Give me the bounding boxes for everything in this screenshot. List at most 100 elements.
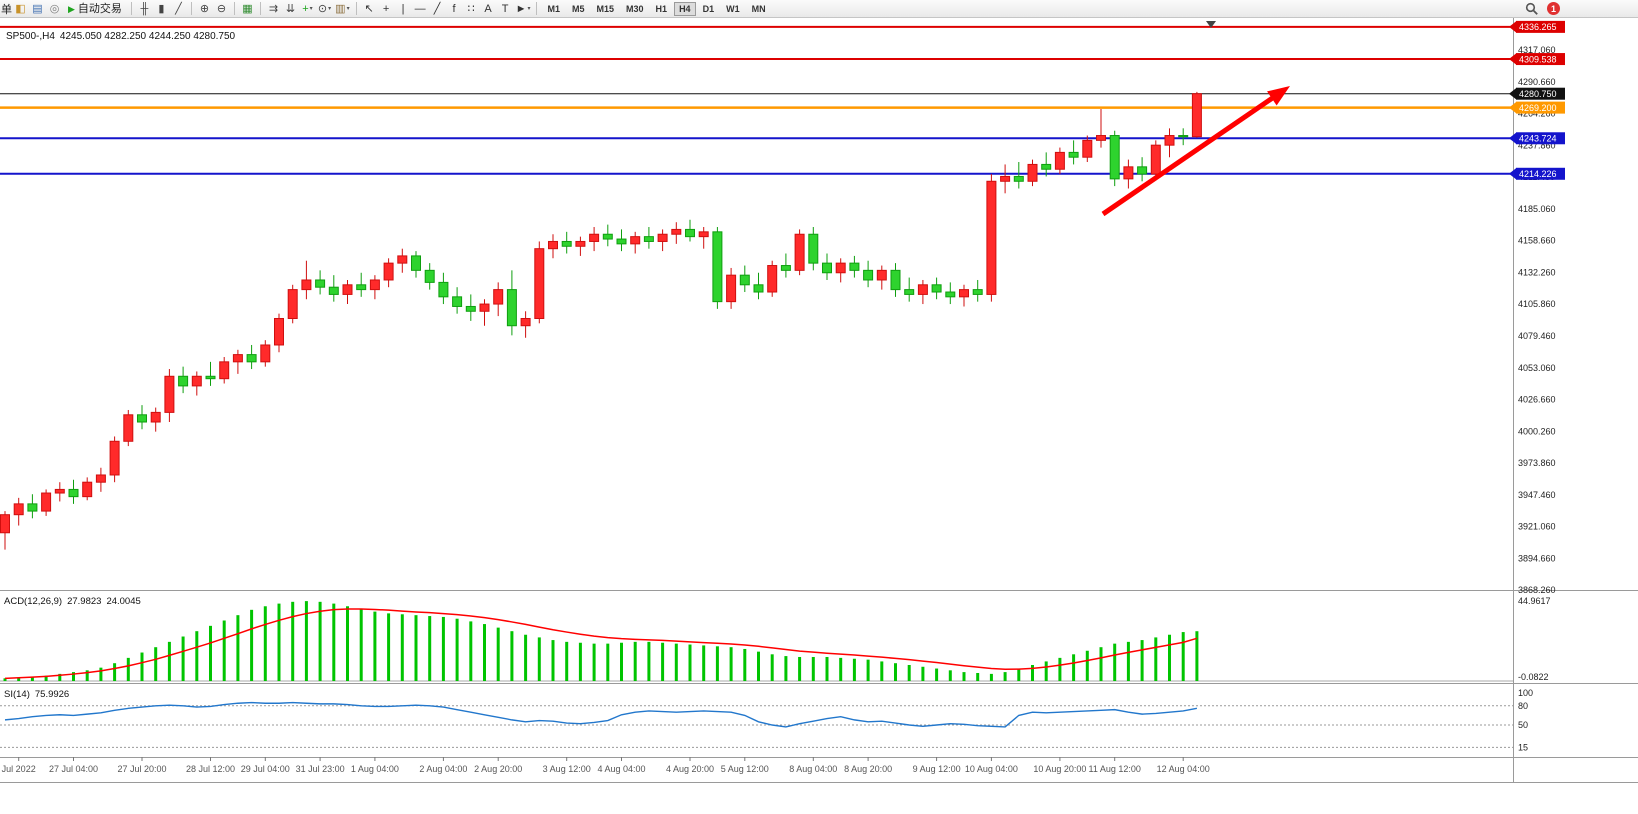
timeframe-MN[interactable]: MN — [747, 2, 771, 16]
candle — [41, 492, 52, 512]
candle — [54, 488, 65, 494]
candle — [191, 375, 202, 387]
candle — [13, 503, 24, 516]
macd-bar — [935, 668, 939, 681]
notification-badge[interactable]: 1 — [1547, 2, 1560, 15]
candle — [506, 289, 517, 327]
toolbar-separator — [259, 2, 261, 15]
candle — [1123, 166, 1134, 180]
text-label-icon[interactable]: T — [497, 1, 514, 17]
timeframe-M30[interactable]: M30 — [621, 2, 649, 16]
candle — [753, 284, 764, 293]
fibonacci-icon[interactable]: f — [446, 1, 463, 17]
price-axis-label: 3973.860 — [1518, 458, 1556, 468]
indicators-icon[interactable]: ⇉ — [265, 1, 282, 17]
data-window-icon[interactable]: ▤ — [29, 1, 46, 17]
zoom-in-icon[interactable]: ⊕ — [196, 1, 213, 17]
text-icon[interactable]: A — [480, 1, 497, 17]
new-order-button[interactable]: 单 — [1, 3, 12, 16]
bar-chart-icon[interactable]: ╫ — [136, 1, 153, 17]
macd-bar — [894, 663, 897, 681]
macd-bar — [976, 672, 980, 681]
time-axis-label: 10 Aug 20:00 — [1033, 764, 1086, 774]
navigator-icon[interactable]: ◎ — [46, 1, 63, 17]
price-axis-label: 3921.060 — [1518, 522, 1556, 532]
candle — [1137, 166, 1148, 175]
cursor-icon[interactable]: ↖ — [361, 1, 378, 17]
price-line-badge-value: 4214.226 — [1519, 169, 1557, 179]
macd-bar — [126, 657, 130, 681]
chevron-down-icon: ▾ — [527, 5, 531, 12]
trend-arrow-head[interactable] — [1267, 86, 1290, 106]
zoom-out-icon[interactable]: ⊖ — [213, 1, 230, 17]
candle — [1041, 163, 1052, 170]
time-axis-label: 9 Aug 12:00 — [913, 764, 961, 774]
horizontal-line-icon[interactable]: — — [412, 1, 429, 17]
rsi-name: SI(14) — [4, 689, 30, 700]
timeframe-H4[interactable]: H4 — [674, 1, 696, 16]
trend-arrow[interactable] — [1101, 89, 1284, 217]
macd-bar — [167, 641, 171, 681]
macd-bar — [277, 603, 281, 681]
candle — [876, 269, 887, 281]
arrows-icon[interactable]: ► ▾ — [514, 1, 533, 17]
price-axis-label: 4290.660 — [1518, 77, 1556, 87]
rsi-axis-label: 50 — [1518, 720, 1528, 730]
rsi-axis-label: 80 — [1518, 701, 1528, 711]
timeframe-H1[interactable]: H1 — [651, 2, 673, 16]
timeframe-W1[interactable]: W1 — [721, 2, 745, 16]
periodicity-icon[interactable]: ⊙ ▾ — [316, 1, 333, 17]
timeframe-D1[interactable]: D1 — [698, 2, 720, 16]
price-axis-label: 4185.060 — [1518, 204, 1556, 214]
macd-bar — [455, 618, 459, 681]
price-line-badge-value: 4280.750 — [1519, 89, 1557, 99]
macd-bar — [839, 657, 843, 681]
macd-axis-max: 44.9617 — [1518, 596, 1551, 606]
candle — [520, 317, 531, 327]
add-indicator-icon[interactable]: + ▾ — [299, 1, 316, 17]
horizontal-line-icon: — — [414, 2, 426, 15]
price-badge-tail — [1509, 88, 1516, 100]
vertical-line-icon[interactable]: | — [395, 1, 412, 17]
rsi-value: 75.9926 — [34, 689, 70, 700]
candle — [602, 233, 613, 240]
macd-bar — [592, 643, 596, 681]
tile-windows-icon[interactable]: ▦ — [239, 1, 256, 17]
search-icon[interactable] — [1523, 1, 1540, 17]
trendline-icon[interactable]: ╱ — [429, 1, 446, 17]
timeframe-M15[interactable]: M15 — [592, 2, 620, 16]
candle — [397, 255, 408, 264]
macd-bar — [907, 664, 911, 681]
macd-bar — [332, 603, 336, 681]
shift-marker-icon[interactable] — [1206, 21, 1216, 28]
candle — [548, 240, 558, 250]
time-axis-label: 11 Aug 12:00 — [1089, 764, 1141, 774]
zoom-out-icon: ⊖ — [216, 2, 227, 15]
timeframe-M1[interactable]: M1 — [542, 2, 565, 16]
text-label-icon: T — [501, 2, 509, 15]
market-watch-icon[interactable]: ◧ — [12, 1, 29, 17]
macd-bar — [236, 615, 240, 681]
candle — [589, 233, 600, 242]
candlestick-chart-icon[interactable]: ▮ — [153, 1, 170, 17]
templates-icon[interactable]: ▥ ▾ — [333, 1, 351, 17]
candle — [1150, 144, 1161, 175]
macd-bar — [825, 656, 829, 681]
time-axis-label: 8 Aug 04:00 — [789, 764, 837, 774]
shapes-icon[interactable]: ∷ — [463, 1, 480, 17]
candle — [630, 236, 641, 245]
price-badge-tail — [1509, 132, 1516, 144]
macd-bar — [1031, 664, 1034, 681]
crosshair-icon[interactable]: + — [378, 1, 395, 17]
candle — [657, 233, 668, 242]
macd-bar — [113, 663, 117, 681]
macd-bar — [85, 670, 89, 681]
indicator-windows-icon[interactable]: ⇊ — [282, 1, 299, 17]
macd-bar — [1003, 672, 1007, 681]
macd-bar — [715, 646, 719, 681]
timeframe-M5[interactable]: M5 — [567, 2, 590, 16]
autotrading-button[interactable]: ▶ 自动交易 — [63, 1, 127, 17]
candle — [479, 303, 490, 312]
line-chart-icon[interactable]: ╱ — [170, 1, 187, 17]
